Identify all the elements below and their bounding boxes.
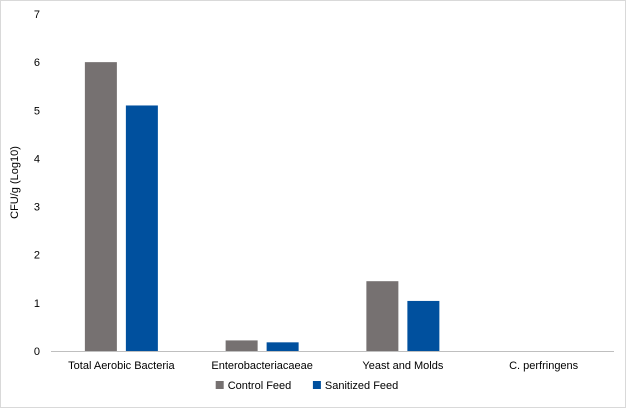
- y-tick-label: 5: [34, 105, 40, 117]
- y-tick-label: 1: [34, 298, 40, 310]
- y-tick-label: 7: [34, 9, 40, 21]
- x-axis-labels: Total Aerobic Bacteria Enterobacteriacaea…: [68, 360, 578, 372]
- y-tick-label: 3: [34, 202, 40, 214]
- bar: [125, 105, 158, 351]
- y-tick-label: 0: [34, 346, 40, 358]
- y-axis-title: CFU/g (Log10): [9, 146, 21, 219]
- bars: [84, 62, 440, 352]
- bar: [407, 300, 440, 351]
- y-axis-ticks: 0 1 2 3 4 5 6 7: [34, 9, 40, 358]
- y-tick-label: 6: [34, 57, 40, 69]
- x-tick-label: Total Aerobic Bacteria: [68, 360, 175, 372]
- legend-swatch: [215, 381, 224, 389]
- bar: [84, 62, 117, 352]
- y-tick-label: 4: [34, 153, 40, 165]
- legend: Control Feed Sanitized Feed: [215, 380, 398, 392]
- y-tick-label: 2: [34, 250, 40, 262]
- x-tick-label: Enterobacteriacaeae: [211, 360, 313, 372]
- legend-label: Sanitized Feed: [325, 380, 398, 392]
- bar: [225, 340, 258, 351]
- x-tick-label: C. perfringens: [509, 360, 579, 372]
- legend-label: Control Feed: [228, 380, 292, 392]
- legend-swatch: [312, 381, 321, 389]
- x-tick-label: Yeast and Molds: [362, 360, 443, 372]
- bar: [366, 281, 399, 351]
- bar: [266, 342, 299, 351]
